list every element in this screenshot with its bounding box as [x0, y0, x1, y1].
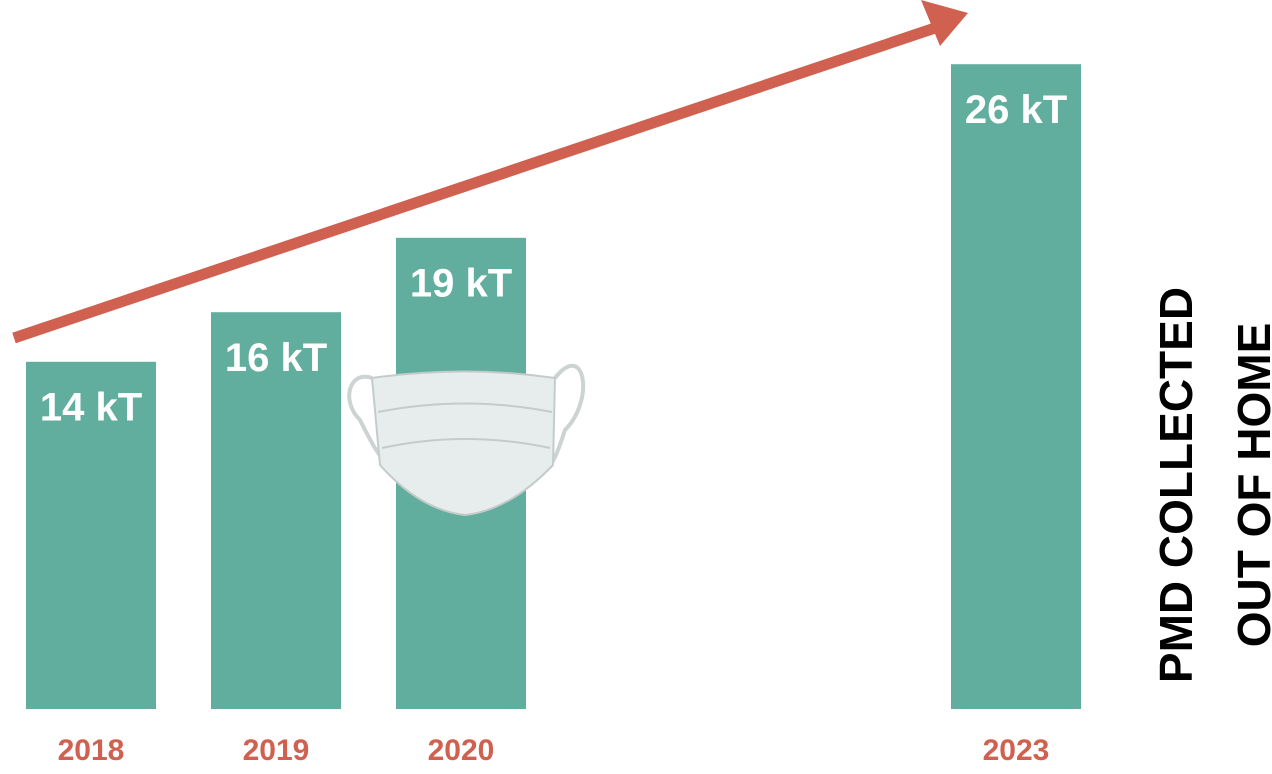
value-label: 14 kT: [40, 385, 142, 429]
chart-title: OUT OF HOME: [1228, 323, 1272, 648]
bar: [951, 64, 1081, 709]
value-label: 26 kT: [965, 88, 1067, 132]
x-tick-label: 2018: [58, 734, 125, 767]
x-tick-label: 2019: [243, 734, 310, 767]
mask-icon: [349, 366, 583, 515]
chart-title: PMD COLLECTED: [1150, 287, 1202, 683]
arrow-head: [921, 0, 968, 46]
x-tick-label: 2020: [428, 734, 495, 767]
value-label: 19 kT: [410, 261, 512, 305]
value-label: 16 kT: [225, 336, 327, 380]
page: 14 kT 2018 16 kT 2019 19 kT 2020 26 kT 2023 PMD…: [0, 0, 1272, 774]
chart: 14 kT 2018 16 kT 2019 19 kT 2020 26 kT 2023 PMD…: [0, 0, 1272, 774]
x-tick-label: 2023: [983, 734, 1050, 767]
